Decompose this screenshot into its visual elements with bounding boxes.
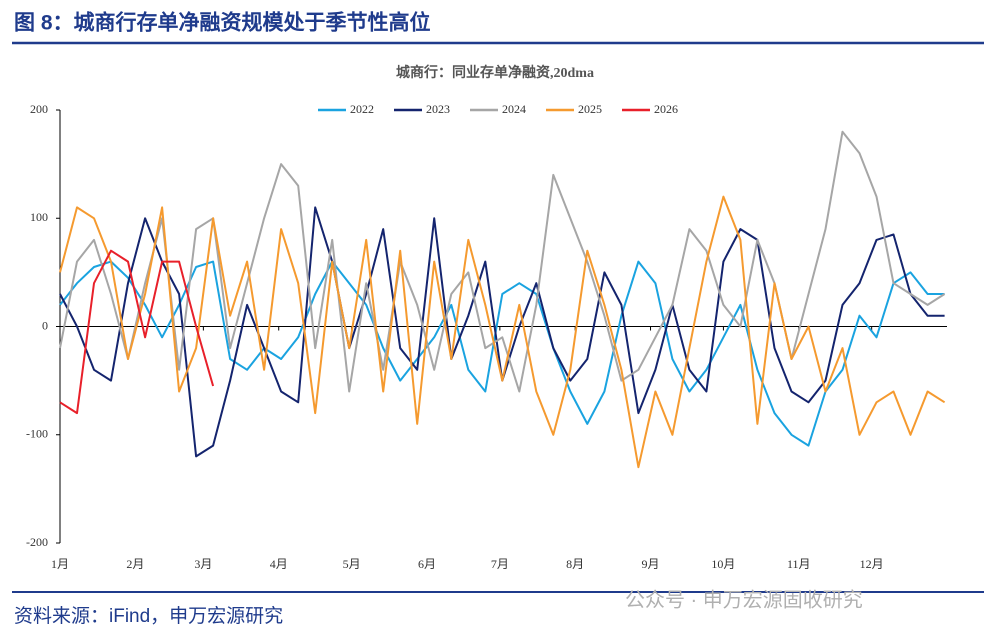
- x-tick-label: 2月: [126, 557, 144, 571]
- legend-label: 2026: [654, 102, 678, 116]
- y-tick-label: 200: [30, 102, 48, 116]
- watermark: 公众号 · 申万宏源固收研究: [625, 588, 863, 611]
- legend-label: 2023: [426, 102, 450, 116]
- x-tick-label: 3月: [194, 557, 212, 571]
- x-tick-label: 9月: [642, 557, 660, 571]
- x-tick-label: 5月: [343, 557, 361, 571]
- y-tick-label: 0: [42, 318, 48, 332]
- figure-title: 图 8：城商行存单净融资规模处于季节性高位: [14, 11, 431, 35]
- source-note: 资料来源：iFind，申万宏源研究: [14, 605, 283, 627]
- x-tick-label: 8月: [566, 557, 584, 571]
- series-line: [59, 195, 946, 469]
- chart-title: 城商行：同业存单净融资,20dma: [396, 64, 594, 81]
- x-tick-label: 6月: [418, 557, 436, 571]
- legend-label: 2024: [502, 102, 526, 116]
- legend-label: 2022: [350, 102, 374, 116]
- y-tick-label: -200: [26, 535, 48, 549]
- series-line: [59, 206, 945, 458]
- legend-label: 2025: [578, 102, 602, 116]
- x-tick-label: 12月: [860, 557, 884, 571]
- x-tick-label: 4月: [270, 557, 288, 571]
- x-tick-label: 1月: [51, 557, 69, 571]
- x-tick-label: 7月: [491, 557, 509, 571]
- x-tick-label: 10月: [711, 557, 735, 571]
- series-line: [59, 249, 215, 415]
- x-tick-label: 11月: [787, 557, 811, 571]
- y-tick-label: -100: [26, 427, 48, 441]
- y-tick-label: 100: [30, 210, 48, 224]
- series-line: [59, 130, 946, 393]
